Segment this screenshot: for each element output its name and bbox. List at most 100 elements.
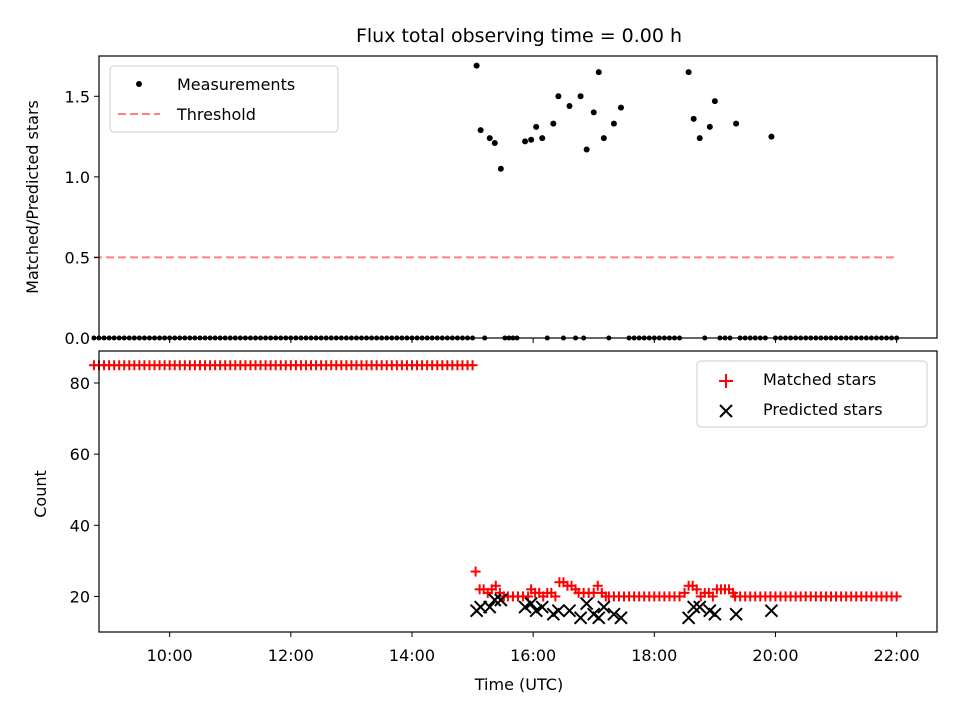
- predicted-star-marker: [573, 611, 588, 625]
- x-tick-label: 14:00: [389, 646, 435, 665]
- measurement-point: [555, 93, 562, 100]
- x-tick-label: 12:00: [268, 646, 314, 665]
- matched-star-marker: [550, 591, 561, 602]
- legend-threshold-label: Threshold: [176, 105, 256, 124]
- predicted-star-marker: [529, 603, 543, 618]
- measurement-point: [577, 93, 584, 100]
- measurement-point: [685, 69, 692, 76]
- predicted-star-marker: [681, 611, 696, 625]
- matched-star-marker: [490, 580, 501, 591]
- predicted-star-marker: [764, 603, 779, 618]
- matched-star-marker: [707, 591, 718, 602]
- top-legend-box: [109, 65, 339, 133]
- measurement-point: [733, 120, 740, 127]
- bottom-y-tick-label: 40: [70, 516, 90, 535]
- measurement-point: [497, 165, 504, 172]
- matched-star-marker: [470, 566, 481, 577]
- measurement-point: [91, 335, 97, 341]
- bottom-y-tick-label: 60: [70, 445, 90, 464]
- measurement-point: [491, 140, 498, 147]
- legend-predicted-label: Predicted stars: [763, 400, 883, 419]
- top-y-axis: 0.0 0.5 1.0 1.5: [65, 87, 99, 348]
- predicted-star-marker: [562, 603, 577, 618]
- matched-star-marker: [600, 591, 611, 602]
- matched-star-marker: [592, 580, 603, 591]
- predicted-star-marker: [597, 600, 611, 614]
- measurement-point: [486, 135, 493, 142]
- matched-star-marker: [570, 584, 581, 595]
- measurement-point: [711, 98, 718, 105]
- bottom-x-axis: 10:00 12:00 14:00 16:00 18:00 20:00 22:00: [147, 632, 920, 665]
- measurement-point: [706, 123, 713, 130]
- bottom-legend-box: [696, 360, 928, 428]
- measurement-point: [696, 135, 703, 142]
- x-tick-label: 22:00: [874, 646, 920, 665]
- measurement-point: [533, 123, 540, 130]
- bottom-y-axis-label: Count: [31, 470, 50, 518]
- measurement-point: [539, 135, 546, 142]
- bottom-y-axis: 20 40 60 80: [70, 374, 99, 606]
- predicted-star-marker: [483, 600, 497, 614]
- predicted-star-marker: [518, 600, 532, 614]
- matched-star-marker: [467, 360, 478, 371]
- predicted-star-marker: [494, 593, 508, 607]
- predicted-star-marker: [614, 611, 628, 625]
- predicted-star-marker: [686, 600, 701, 614]
- measurement-point: [528, 136, 535, 143]
- x-axis-label: Time (UTC): [474, 675, 563, 694]
- predicted-star-marker: [488, 593, 502, 607]
- top-legend: Measurements Threshold: [109, 65, 339, 133]
- measurement-point: [477, 127, 484, 134]
- predicted-star-marker: [607, 607, 621, 621]
- bottom-legend: Matched stars Predicted stars: [696, 360, 928, 428]
- matched-star-marker: [674, 591, 685, 602]
- measurement-point: [583, 146, 590, 153]
- predicted-star-marker: [592, 611, 606, 625]
- bottom-y-tick-label: 20: [70, 587, 90, 606]
- chart-title: Flux total observing time = 0.00 h: [356, 25, 682, 47]
- top-axes-frame: [98, 55, 938, 339]
- matched-star-marker: [691, 584, 702, 595]
- top-plot-panel: Flux total observing time = 0.00 h 0.00.…: [23, 25, 938, 348]
- predicted-star-marker: [729, 607, 743, 621]
- legend-matched-marker: [719, 374, 733, 388]
- bottom-y-tick-label: 80: [70, 374, 90, 393]
- top-y-axis-label: Matched/Predicted stars: [23, 100, 42, 294]
- legend-measurements-label: Measurements: [177, 75, 295, 94]
- measurement-point: [550, 120, 557, 127]
- top-y-tick-label: 0.5: [65, 248, 90, 267]
- predicted-star-marker: [535, 600, 549, 614]
- matched-star-marker: [507, 591, 518, 602]
- predicted-star-marker: [708, 607, 722, 621]
- legend-measurements-marker: [136, 81, 142, 87]
- legend-matched-label: Matched stars: [763, 370, 876, 389]
- top-x-axis-ticks: [169, 338, 898, 343]
- bottom-plot-panel: 20 40 60 80 10:00 12:00 14:00 16:00 18:00 20:00 2…: [31, 350, 938, 694]
- predicted-star-marker: [579, 596, 594, 611]
- measurement-point: [595, 69, 602, 76]
- measurement-point: [600, 135, 607, 142]
- x-tick-label: 10:00: [147, 646, 193, 665]
- measurement-point: [690, 115, 697, 122]
- predicted-star-marker: [693, 600, 707, 614]
- x-tick-label: 16:00: [510, 646, 556, 665]
- measurement-point: [768, 133, 775, 140]
- measurement-point: [590, 109, 597, 116]
- measurement-point: [473, 62, 480, 69]
- measurement-point: [566, 102, 573, 109]
- matched-star-marker: [891, 591, 902, 602]
- predicted-star-marker: [551, 603, 566, 618]
- measurement-point: [522, 138, 529, 145]
- predicted-stars-series: [469, 593, 779, 625]
- x-tick-label: 20:00: [752, 646, 798, 665]
- matched-star-marker: [679, 587, 690, 598]
- x-tick-label: 18:00: [631, 646, 677, 665]
- measurement-point: [617, 104, 624, 111]
- matched-star-marker: [728, 587, 739, 598]
- legend-predicted-marker: [719, 404, 733, 418]
- top-y-tick-label: 1.5: [65, 87, 90, 106]
- measurement-point: [610, 120, 617, 127]
- bottom-axes-frame: [98, 350, 938, 633]
- predicted-star-marker: [524, 596, 538, 611]
